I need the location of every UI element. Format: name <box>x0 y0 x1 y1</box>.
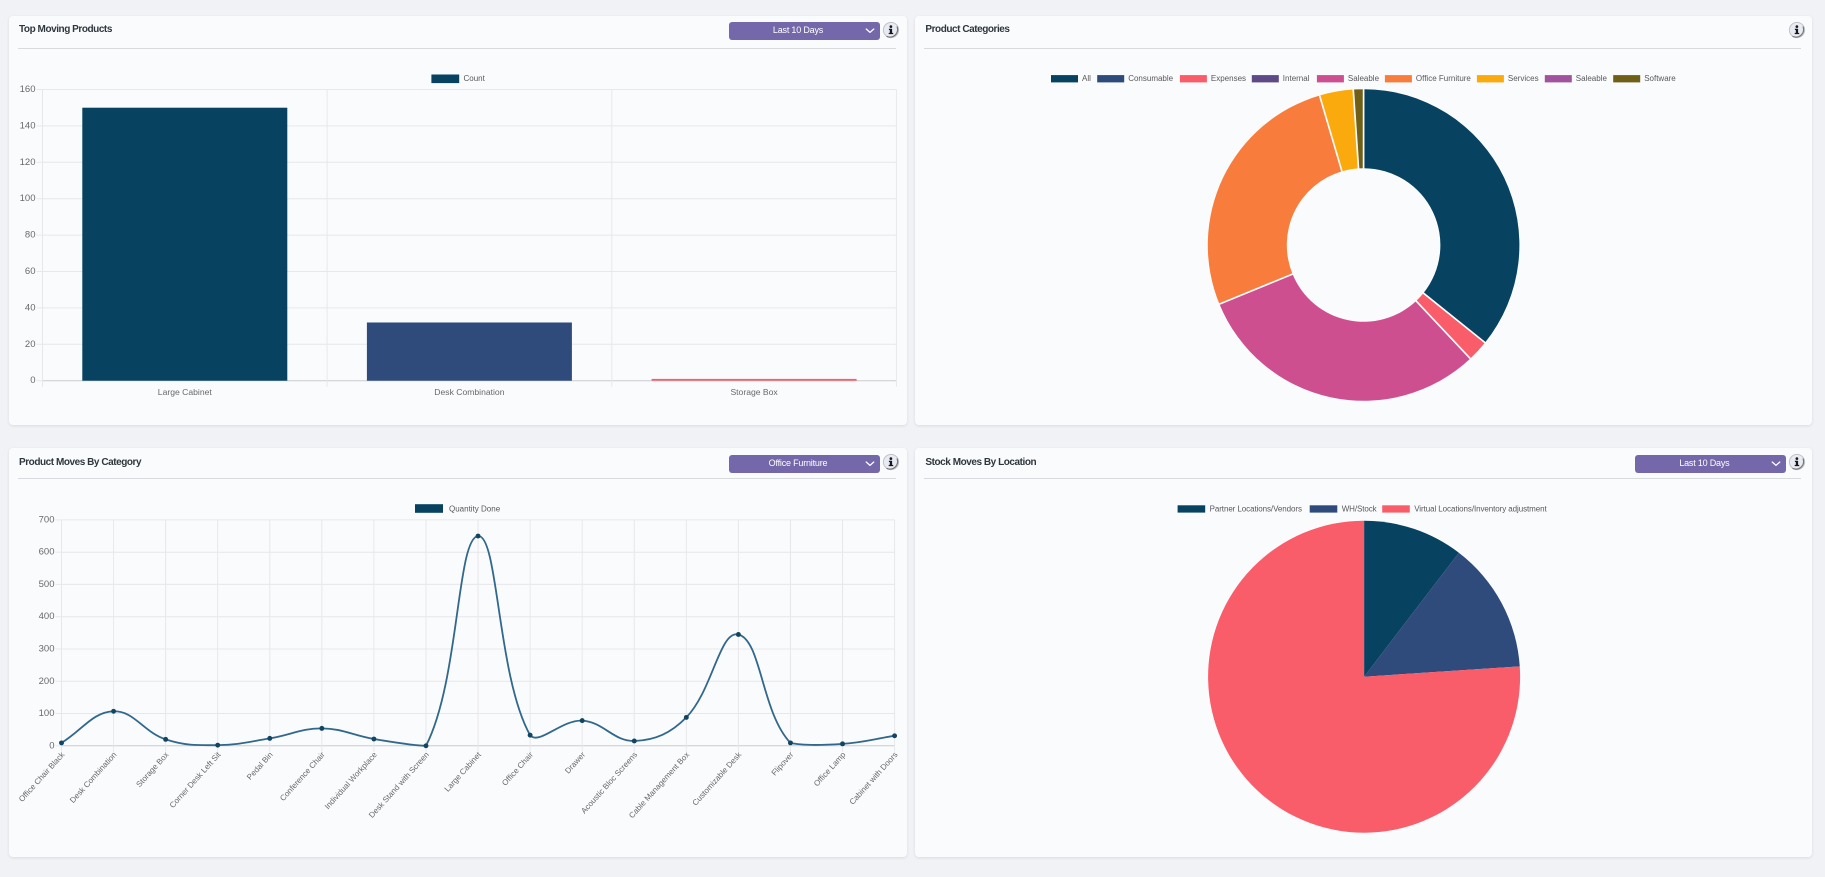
svg-text:Drawer: Drawer <box>563 750 587 775</box>
svg-text:Flipover: Flipover <box>770 750 796 777</box>
svg-text:Services: Services <box>1508 74 1539 83</box>
svg-text:Large Cabinet: Large Cabinet <box>443 750 484 794</box>
svg-text:Corner Desk Left Sit: Corner Desk Left Sit <box>168 750 223 810</box>
svg-text:Internal: Internal <box>1283 74 1310 83</box>
svg-text:200: 200 <box>39 676 55 687</box>
svg-text:Acoustic Bloc Screens: Acoustic Bloc Screens <box>579 750 639 815</box>
svg-text:0: 0 <box>30 375 35 386</box>
svg-text:All: All <box>1082 74 1091 83</box>
svg-text:100: 100 <box>20 193 36 204</box>
svg-text:600: 600 <box>39 547 55 558</box>
svg-text:Expenses: Expenses <box>1211 74 1246 83</box>
svg-text:Office Lamp: Office Lamp <box>812 750 848 788</box>
svg-text:Saleable: Saleable <box>1576 74 1608 83</box>
svg-text:Office Furniture: Office Furniture <box>1416 74 1472 83</box>
svg-text:500: 500 <box>39 579 55 590</box>
svg-text:Quantity Done: Quantity Done <box>449 505 501 514</box>
svg-text:Saleable: Saleable <box>1348 74 1380 83</box>
svg-text:Desk Combination: Desk Combination <box>434 387 504 397</box>
svg-text:Large Cabinet: Large Cabinet <box>158 387 213 397</box>
svg-text:Partner Locations/Vendors: Partner Locations/Vendors <box>1210 505 1302 514</box>
svg-text:Pedal Bin: Pedal Bin <box>245 750 275 781</box>
svg-text:120: 120 <box>20 156 36 167</box>
svg-text:700: 700 <box>39 515 55 526</box>
svg-text:Storage Box: Storage Box <box>730 387 778 397</box>
svg-text:Storage Box: Storage Box <box>134 750 170 789</box>
svg-text:Software: Software <box>1645 74 1677 83</box>
svg-text:Customizable Desk: Customizable Desk <box>691 750 744 808</box>
svg-text:Desk Combination: Desk Combination <box>68 750 118 805</box>
svg-text:160: 160 <box>20 84 36 95</box>
svg-text:WH/Stock: WH/Stock <box>1342 505 1378 514</box>
svg-text:80: 80 <box>25 229 36 240</box>
svg-text:140: 140 <box>20 120 36 131</box>
svg-text:Count: Count <box>464 74 486 83</box>
svg-text:100: 100 <box>39 708 55 719</box>
svg-text:Office Chair: Office Chair <box>500 750 535 788</box>
svg-text:40: 40 <box>25 302 36 313</box>
svg-text:60: 60 <box>25 266 36 277</box>
svg-text:400: 400 <box>39 611 55 622</box>
svg-text:Cabinet with Doors: Cabinet with Doors <box>848 750 900 806</box>
svg-text:20: 20 <box>25 338 36 349</box>
svg-text:Desk Stand with Screen: Desk Stand with Screen <box>367 750 431 819</box>
svg-text:0: 0 <box>49 740 54 751</box>
svg-text:Cable Management Box: Cable Management Box <box>627 750 691 820</box>
svg-text:Virtual Locations/Inventory ad: Virtual Locations/Inventory adjustment <box>1415 505 1548 514</box>
svg-text:Office Chair Black: Office Chair Black <box>17 750 67 804</box>
svg-text:Individual Workplace: Individual Workplace <box>323 750 379 811</box>
svg-text:Conference Chair: Conference Chair <box>278 750 327 803</box>
svg-text:Consumable: Consumable <box>1129 74 1174 83</box>
svg-text:300: 300 <box>39 644 55 655</box>
